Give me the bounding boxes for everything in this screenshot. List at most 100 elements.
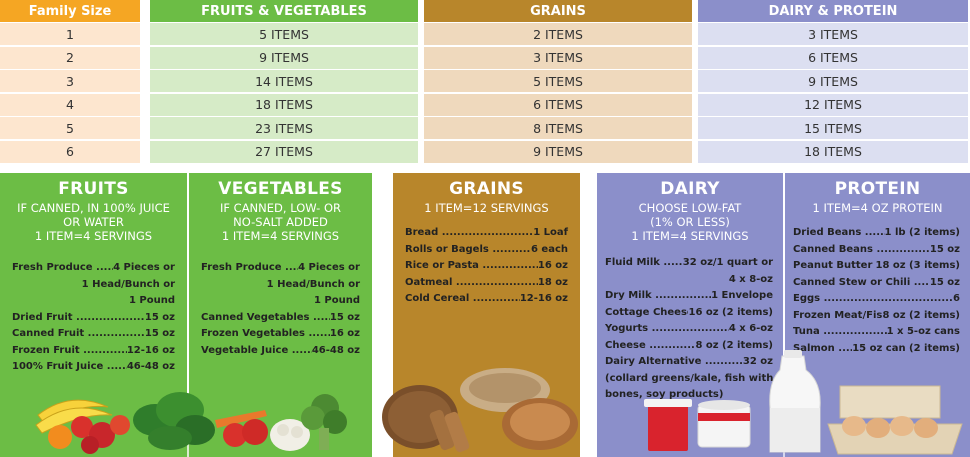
table-cell: 9 ITEMS bbox=[150, 46, 418, 69]
item-value: 15 oz bbox=[929, 243, 960, 255]
item-label: Yogurts bbox=[605, 321, 729, 338]
item-value: 16 oz (2 items) bbox=[688, 306, 773, 318]
grains-illustration bbox=[382, 368, 578, 453]
table-cell: 27 ITEMS bbox=[150, 140, 418, 163]
item-value: 15 oz bbox=[144, 328, 175, 339]
table-cell: 5 ITEMS bbox=[150, 23, 418, 45]
vegetables-subtitle-line: NO-SALT ADDED bbox=[233, 215, 328, 229]
protein-subtitle: 1 ITEM=4 OZ PROTEIN bbox=[785, 201, 970, 215]
fruit-illustration bbox=[35, 399, 130, 454]
table-cell: 2 ITEMS bbox=[424, 23, 692, 45]
list-item: (collard greens/kale, fish with bbox=[605, 371, 773, 388]
item-label: 100% Fruit Juice bbox=[12, 359, 127, 376]
item-value: 15 oz bbox=[144, 311, 175, 323]
table-cell: 5 ITEMS bbox=[424, 70, 692, 92]
item-label: Eggs bbox=[793, 291, 953, 308]
item-label: Rolls or Bagels bbox=[405, 242, 531, 259]
item-value: 18 oz bbox=[537, 276, 568, 288]
list-item: Frozen Fruit12-16 oz bbox=[12, 343, 175, 360]
vegetables-subtitle-line: 1 ITEM=4 SERVINGS bbox=[221, 229, 340, 243]
item-value: 16 oz bbox=[537, 260, 568, 271]
item-value: 18 oz (3 items) bbox=[875, 260, 960, 271]
family-size-cell: 3 bbox=[0, 70, 140, 92]
list-item: Bread1 Loaf bbox=[405, 225, 568, 242]
item-label: Frozen Vegetables bbox=[201, 326, 330, 343]
item-value: 4 x 6-oz bbox=[728, 323, 773, 334]
table-cell: 14 ITEMS bbox=[150, 70, 418, 92]
item-value: 46-48 oz bbox=[311, 344, 360, 356]
table-cell: 3 ITEMS bbox=[698, 23, 968, 45]
item-label: Rice or Pasta bbox=[405, 258, 538, 275]
item-value: 15 oz can (2 items) bbox=[852, 342, 960, 354]
list-item: Fresh Produce4 Pieces or bbox=[12, 260, 175, 277]
list-item: Rice or Pasta16 oz bbox=[405, 258, 568, 275]
item-value: 1 x 5-oz cans bbox=[886, 326, 960, 337]
item-label: Canned Beans bbox=[793, 242, 930, 259]
item-label: Canned Stew or Chili bbox=[793, 275, 930, 292]
fruits-subtitle: IF CANNED, IN 100% JUICE OR WATER 1 ITEM… bbox=[0, 201, 187, 243]
item-value: 1 Head/Bunch or bbox=[81, 278, 175, 290]
table-cell: 9 ITEMS bbox=[424, 140, 692, 163]
list-item: Frozen Meat/Fish8 oz (2 items) bbox=[793, 308, 960, 325]
dairy-subtitle: CHOOSE LOW-FAT (1% OR LESS) 1 ITEM=4 SER… bbox=[597, 201, 783, 243]
list-item: Canned Vegetables15 oz bbox=[201, 310, 360, 327]
list-item: Yogurts4 x 6-oz bbox=[605, 321, 773, 338]
family-size-cell: 5 bbox=[0, 117, 140, 139]
list-item: Canned Stew or Chili15 oz bbox=[793, 275, 960, 292]
list-item: 1 Head/Bunch or bbox=[12, 277, 175, 294]
item-label: Dairy Alternative bbox=[605, 354, 743, 371]
item-value: 6 bbox=[953, 293, 960, 304]
item-value: 1 lb (2 items) bbox=[884, 227, 960, 238]
vegetables-subtitle: IF CANNED, LOW- OR NO-SALT ADDED 1 ITEM=… bbox=[189, 201, 372, 243]
list-item: bones, soy products) bbox=[605, 387, 773, 404]
table-cell: 18 ITEMS bbox=[698, 140, 968, 163]
item-label: Dry Milk bbox=[605, 288, 711, 305]
list-item: Peanut Butter18 oz (3 items) bbox=[793, 258, 960, 275]
family-size-cell: 1 bbox=[0, 23, 140, 45]
item-value: 12-16 oz bbox=[519, 293, 568, 304]
list-item: Tuna1 x 5-oz cans bbox=[793, 324, 960, 341]
list-item: Cottage Cheese16 oz (2 items) bbox=[605, 305, 773, 322]
header-dairy-protein: DAIRY & PROTEIN bbox=[698, 0, 968, 22]
item-value: 4 Pieces or bbox=[298, 262, 360, 273]
header-fruits-vegetables: FRUITS & VEGETABLES bbox=[150, 0, 418, 22]
item-label: Canned Fruit bbox=[12, 326, 145, 343]
list-item: Canned Beans15 oz bbox=[793, 242, 960, 259]
fruits-list: Fresh Produce4 Pieces or1 Head/Bunch or 1… bbox=[12, 260, 175, 376]
family-size-cell: 2 bbox=[0, 46, 140, 69]
table-cell: 6 ITEMS bbox=[424, 93, 692, 116]
list-item: Cheese8 oz (2 items) bbox=[605, 338, 773, 355]
item-value: 1 Head/Bunch or bbox=[266, 278, 360, 290]
item-label: Oatmeal bbox=[405, 275, 538, 292]
table-cell: 6 ITEMS bbox=[698, 46, 968, 69]
item-value: 1 Envelope bbox=[711, 290, 773, 301]
item-value: 16 oz bbox=[329, 328, 360, 339]
list-item: Dried Fruit15 oz bbox=[12, 310, 175, 327]
item-value: 15 oz bbox=[329, 311, 360, 323]
list-item: 100% Fruit Juice46-48 oz bbox=[12, 359, 175, 376]
table-cell: 3 ITEMS bbox=[424, 46, 692, 69]
list-item: Dry Milk1 Envelope bbox=[605, 288, 773, 305]
item-value: 15 oz bbox=[929, 276, 960, 288]
list-item: Fresh Produce4 Pieces or bbox=[201, 260, 360, 277]
vegetable-illustration bbox=[215, 394, 347, 451]
yogurt-cups-illustration bbox=[644, 399, 751, 451]
list-item: 4 x 8-oz bbox=[605, 272, 773, 289]
table-cell: 12 ITEMS bbox=[698, 93, 968, 116]
dairy-subtitle-line: 1 ITEM=4 SERVINGS bbox=[631, 229, 749, 243]
list-item: 1 Head/Bunch or bbox=[201, 277, 360, 294]
item-label: Dried Beans bbox=[793, 225, 885, 242]
family-size-cell: 6 bbox=[0, 140, 140, 163]
item-value: 46-48 oz bbox=[126, 361, 175, 372]
protein-title: PROTEIN bbox=[834, 179, 921, 199]
table-cell: 9 ITEMS bbox=[698, 70, 968, 92]
fruits-subtitle-line: IF CANNED, IN 100% JUICE bbox=[17, 201, 170, 215]
item-value: 32 oz bbox=[742, 356, 773, 367]
item-label: Fresh Produce bbox=[12, 260, 113, 277]
item-value: 1 Pound bbox=[128, 295, 175, 306]
list-item: 1 Pound bbox=[201, 293, 360, 310]
grains-subtitle: 1 ITEM=12 SERVINGS bbox=[393, 201, 580, 215]
table-cell: 15 ITEMS bbox=[698, 117, 968, 139]
